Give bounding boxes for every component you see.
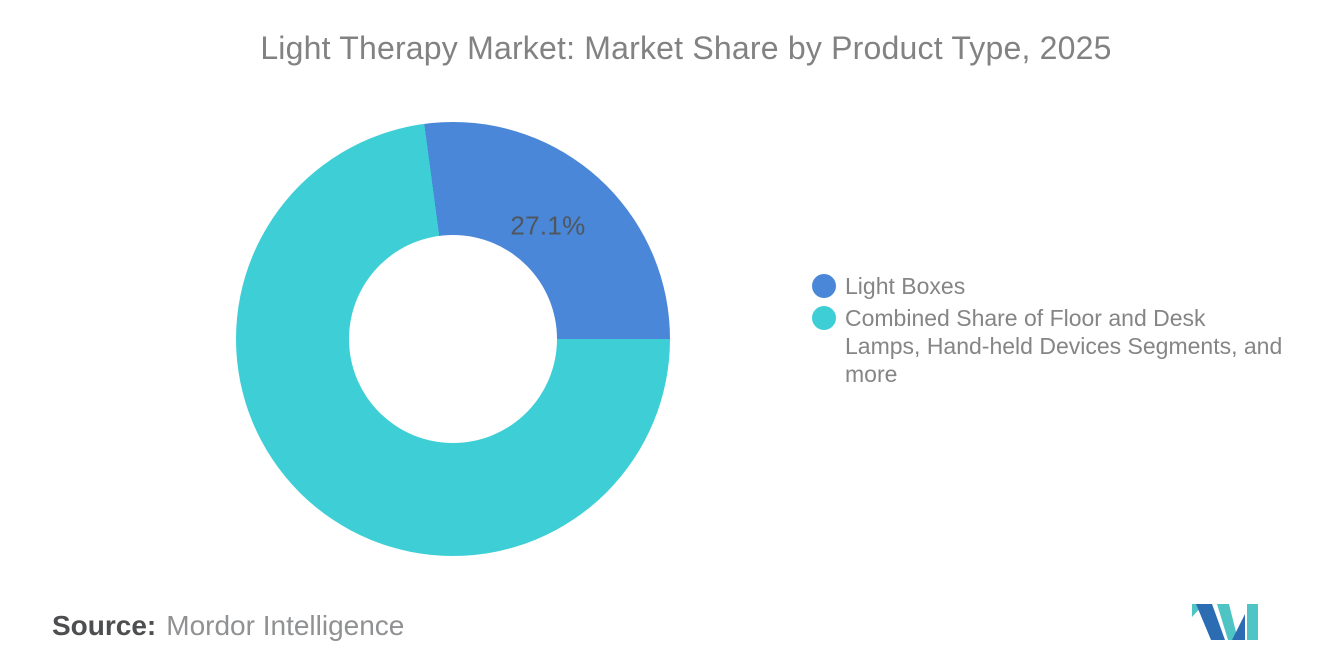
chart-title: Light Therapy Market: Market Share by Pr…	[260, 30, 1112, 66]
mordor-intelligence-logo	[1192, 604, 1258, 640]
legend-marker-combined-share-icon	[812, 306, 836, 330]
logo-teal-band-shape	[1217, 604, 1238, 640]
legend-label-combined-share: Combined Share of Floor and Desk Lamps, …	[845, 305, 1283, 387]
source-line: Source: Mordor Intelligence	[52, 610, 404, 642]
source-value: Mordor Intelligence	[166, 610, 405, 641]
legend-marker-light-boxes-icon	[812, 274, 836, 298]
slice-data-label: 27.1%	[510, 210, 586, 241]
donut-hole	[349, 235, 557, 443]
legend: Light Boxes Combined Share of Floor and …	[812, 272, 1283, 388]
logo-blue-band-shape	[1196, 604, 1225, 640]
legend-label-light-boxes: Light Boxes	[845, 273, 966, 299]
legend-item-light-boxes[interactable]: Light Boxes	[812, 272, 1283, 300]
logo-blue-triangle-shape	[1232, 614, 1245, 640]
logo-teal-bar-shape	[1247, 604, 1258, 640]
donut-chart: 27.1%	[236, 122, 670, 556]
source-label: Source:	[52, 610, 157, 641]
legend-item-combined-share[interactable]: Combined Share of Floor and Desk Lamps, …	[812, 304, 1283, 388]
